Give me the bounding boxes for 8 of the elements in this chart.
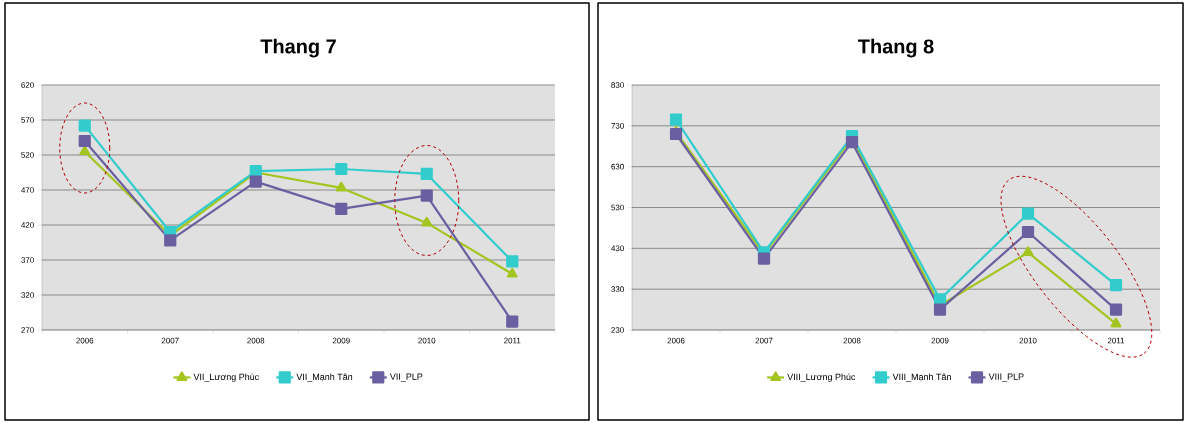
legend-label: VIII_PLP bbox=[988, 373, 1024, 382]
legend-label: VII_Mạnh Tân bbox=[296, 373, 353, 382]
chart-title: Thang 7 bbox=[260, 38, 336, 58]
legend-label: VIII_Mạnh Tân bbox=[892, 373, 951, 382]
legend-label: VIII_Lương Phúc bbox=[787, 373, 856, 382]
legend-label: VII_Lương Phúc bbox=[193, 373, 259, 382]
legend-label: VII_PLP bbox=[389, 373, 423, 382]
chart-title: Thang 8 bbox=[858, 38, 934, 58]
